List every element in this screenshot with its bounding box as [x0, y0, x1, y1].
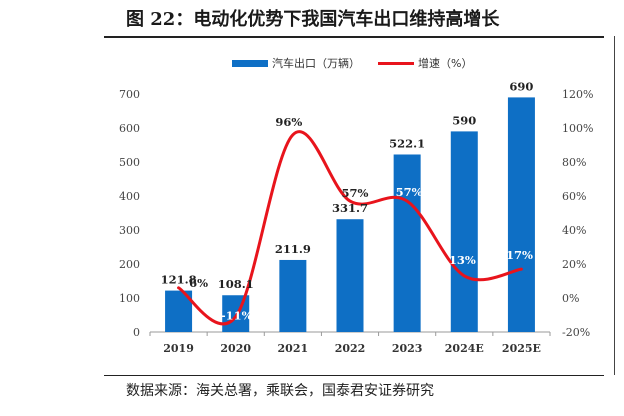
bar [450, 131, 478, 332]
bar-value-label: 121.8 [161, 273, 197, 287]
y-left-tick-label: 200 [119, 258, 140, 271]
x-category-label: 2022 [335, 342, 366, 355]
bar [279, 259, 307, 332]
y-right-tick-label: 20% [562, 258, 586, 271]
source-rule [104, 375, 604, 376]
bar-value-label: 590 [452, 113, 476, 127]
chart-axes: 0 100 200 300 400 500 600 700 -20% 0% 20% 40% 60% 80%… [119, 88, 593, 355]
y-left-tick-label: 600 [119, 122, 140, 135]
x-category-label: 2025E [502, 342, 541, 355]
x-category-label: 2021 [278, 342, 309, 355]
y-right-tick-label: 100% [562, 122, 593, 135]
bar [507, 97, 535, 333]
x-category-label: 2020 [220, 342, 251, 355]
line-value-label: -11% [221, 309, 253, 323]
x-category-label: 2024E [445, 342, 484, 355]
x-category-label: 2023 [392, 342, 423, 355]
chart-legend: 汽车出口（万辆） 增速（%） [232, 56, 472, 70]
y-left-tick-label: 100 [119, 292, 140, 305]
bar [336, 219, 364, 332]
y-right-tick-label: 0% [562, 292, 579, 305]
legend-bar-label: 汽车出口（万辆） [272, 56, 360, 70]
figure-title: 图 22：电动化优势下我国汽车出口维持高增长 [126, 9, 500, 30]
source-note: 数据来源：海关总署，乘联会，国泰君安证券研究 [126, 383, 434, 399]
y-right-tick-label: -20% [562, 326, 590, 339]
line-value-label: 96% [275, 115, 302, 129]
y-right-tick-label: 120% [562, 88, 593, 101]
y-right-tick-label: 40% [562, 224, 586, 237]
x-category-label: 2019 [163, 342, 194, 355]
y-right-tick-label: 60% [562, 190, 586, 203]
line-value-label: 13% [449, 253, 476, 267]
title-rule [104, 36, 604, 38]
line-value-label: 17% [506, 248, 533, 262]
bar-value-label: 690 [509, 79, 533, 93]
legend-bar-swatch [232, 60, 268, 67]
bar [393, 154, 421, 332]
line-value-label: 6% [189, 276, 208, 290]
y-right-tick-label: 80% [562, 156, 586, 169]
bar-value-label: 331.7 [332, 201, 368, 215]
line-value-label: 57% [396, 185, 423, 199]
y-left-tick-label: 300 [119, 224, 140, 237]
bar-value-label: 108.1 [218, 277, 254, 291]
data-labels: 121.8 108.1 211.9 331.7 522.1 590 690 6% -11% 96%… [161, 79, 534, 322]
y-left-tick-label: 0 [133, 326, 140, 339]
line-series [177, 130, 523, 326]
y-left-tick-label: 400 [119, 190, 140, 203]
right-border [614, 36, 615, 375]
legend-line-label: 增速（%） [418, 56, 472, 70]
y-left-tick-label: 700 [119, 88, 140, 101]
bar-value-label: 522.1 [389, 136, 425, 150]
line-value-label: 57% [342, 186, 369, 200]
y-left-tick-label: 500 [119, 156, 140, 169]
bar-value-label: 211.9 [275, 242, 311, 256]
